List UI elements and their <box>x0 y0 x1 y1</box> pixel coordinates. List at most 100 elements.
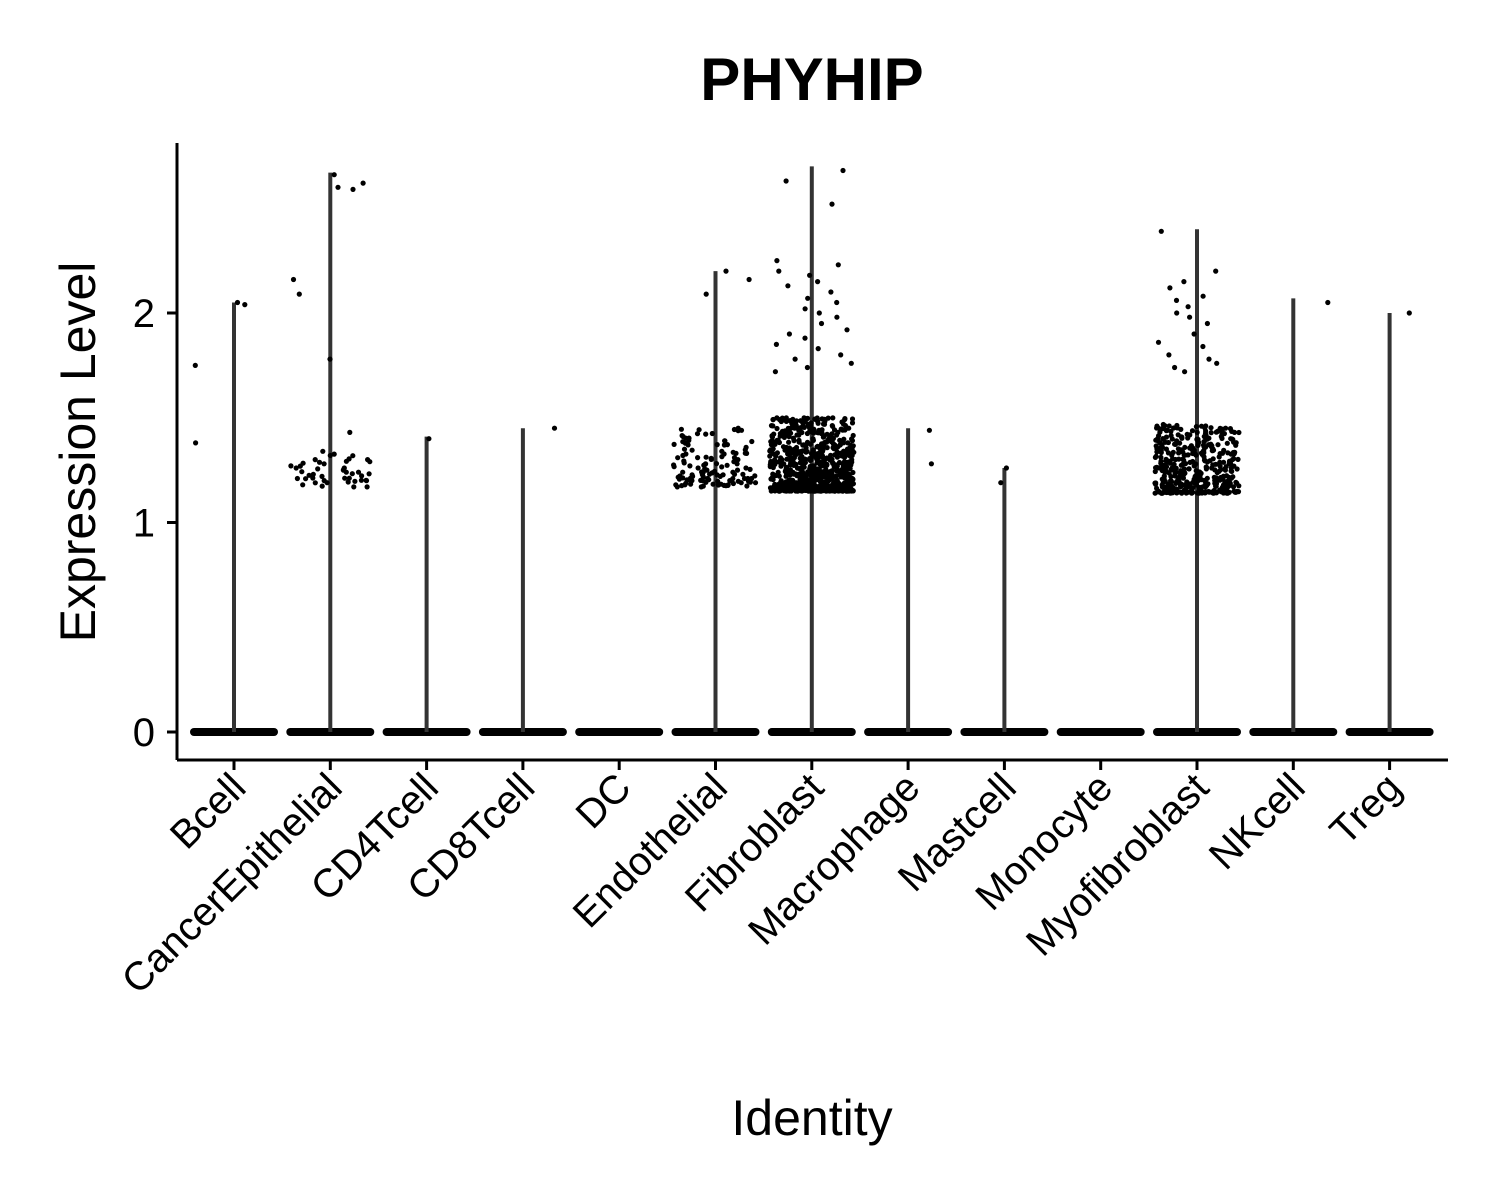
data-point <box>335 184 341 190</box>
data-point <box>792 356 798 362</box>
data-point <box>1200 343 1206 350</box>
data-point <box>1155 465 1161 471</box>
data-point <box>730 449 736 455</box>
violin-group-myofibroblast <box>1152 228 1242 736</box>
data-point <box>363 477 369 483</box>
data-point <box>303 476 309 482</box>
data-point <box>1228 436 1234 442</box>
data-point <box>818 320 825 327</box>
data-point <box>327 452 333 459</box>
data-point <box>681 460 687 466</box>
violin-group-cd4tcell <box>382 436 471 736</box>
data-point <box>815 346 821 352</box>
data-point <box>926 427 933 433</box>
data-point <box>776 268 782 274</box>
data-point <box>797 475 803 481</box>
data-point <box>777 417 783 423</box>
data-point <box>1165 439 1171 446</box>
x-tick-label-treg: Treg <box>1322 765 1410 853</box>
data-point <box>193 440 199 446</box>
data-point <box>675 455 681 461</box>
data-point <box>783 464 790 470</box>
data-point <box>293 465 299 471</box>
data-point <box>703 431 709 437</box>
data-point <box>807 272 813 278</box>
data-point <box>802 335 808 341</box>
data-point <box>720 472 726 478</box>
data-point <box>734 461 740 467</box>
data-point <box>777 431 784 437</box>
data-point <box>773 341 780 347</box>
data-point <box>829 431 835 437</box>
data-point <box>848 360 854 366</box>
data-point <box>700 478 706 484</box>
data-point <box>770 417 776 423</box>
data-point <box>839 419 845 425</box>
data-point <box>1181 487 1188 493</box>
data-point <box>1165 458 1172 464</box>
data-point <box>1174 310 1180 316</box>
data-point <box>850 476 856 482</box>
data-point <box>1204 482 1210 488</box>
data-point <box>1178 462 1184 468</box>
data-point <box>312 457 318 463</box>
data-point <box>347 429 353 435</box>
data-point <box>350 186 356 192</box>
data-point <box>809 475 815 481</box>
data-point <box>1158 228 1164 234</box>
data-point <box>787 467 794 473</box>
data-point <box>850 432 856 439</box>
data-point <box>807 480 813 486</box>
data-point <box>1173 297 1180 303</box>
data-point <box>793 480 799 486</box>
data-point <box>367 459 373 465</box>
data-point <box>1171 485 1177 491</box>
data-point <box>834 432 840 438</box>
data-point <box>824 455 830 461</box>
data-point <box>835 479 841 485</box>
data-point <box>319 483 325 489</box>
data-point <box>772 460 778 466</box>
data-point <box>312 480 318 486</box>
data-point <box>1218 474 1224 481</box>
data-point <box>1167 285 1173 291</box>
data-point <box>1215 442 1221 448</box>
data-point <box>749 438 755 445</box>
data-point <box>1153 481 1159 487</box>
data-point <box>1187 314 1193 320</box>
data-point <box>829 468 835 474</box>
data-point <box>1225 490 1231 496</box>
data-point <box>1207 458 1213 464</box>
data-point <box>1214 470 1220 476</box>
data-point <box>1166 423 1172 429</box>
data-point <box>811 430 817 436</box>
data-point <box>782 486 788 492</box>
data-point <box>807 441 814 447</box>
data-point <box>928 461 935 467</box>
data-point <box>722 438 728 444</box>
data-point <box>719 454 725 460</box>
violin-group-cancerepithelial <box>286 172 375 736</box>
data-point <box>842 416 848 422</box>
data-point <box>725 482 731 488</box>
data-point <box>844 327 850 333</box>
data-point <box>829 201 835 207</box>
data-point <box>1179 435 1185 441</box>
data-point <box>1229 428 1235 434</box>
data-point <box>1213 429 1219 435</box>
data-point <box>358 477 364 483</box>
data-point <box>799 429 805 436</box>
data-point <box>800 470 806 476</box>
data-point <box>1222 466 1228 472</box>
data-point <box>849 420 856 426</box>
data-point <box>719 464 725 470</box>
data-point <box>747 466 753 472</box>
data-point <box>743 465 749 471</box>
data-point <box>1191 447 1197 453</box>
data-point <box>788 471 794 477</box>
data-point <box>1219 435 1225 441</box>
data-point <box>703 291 709 297</box>
data-point <box>1206 489 1212 495</box>
data-point <box>781 417 787 423</box>
